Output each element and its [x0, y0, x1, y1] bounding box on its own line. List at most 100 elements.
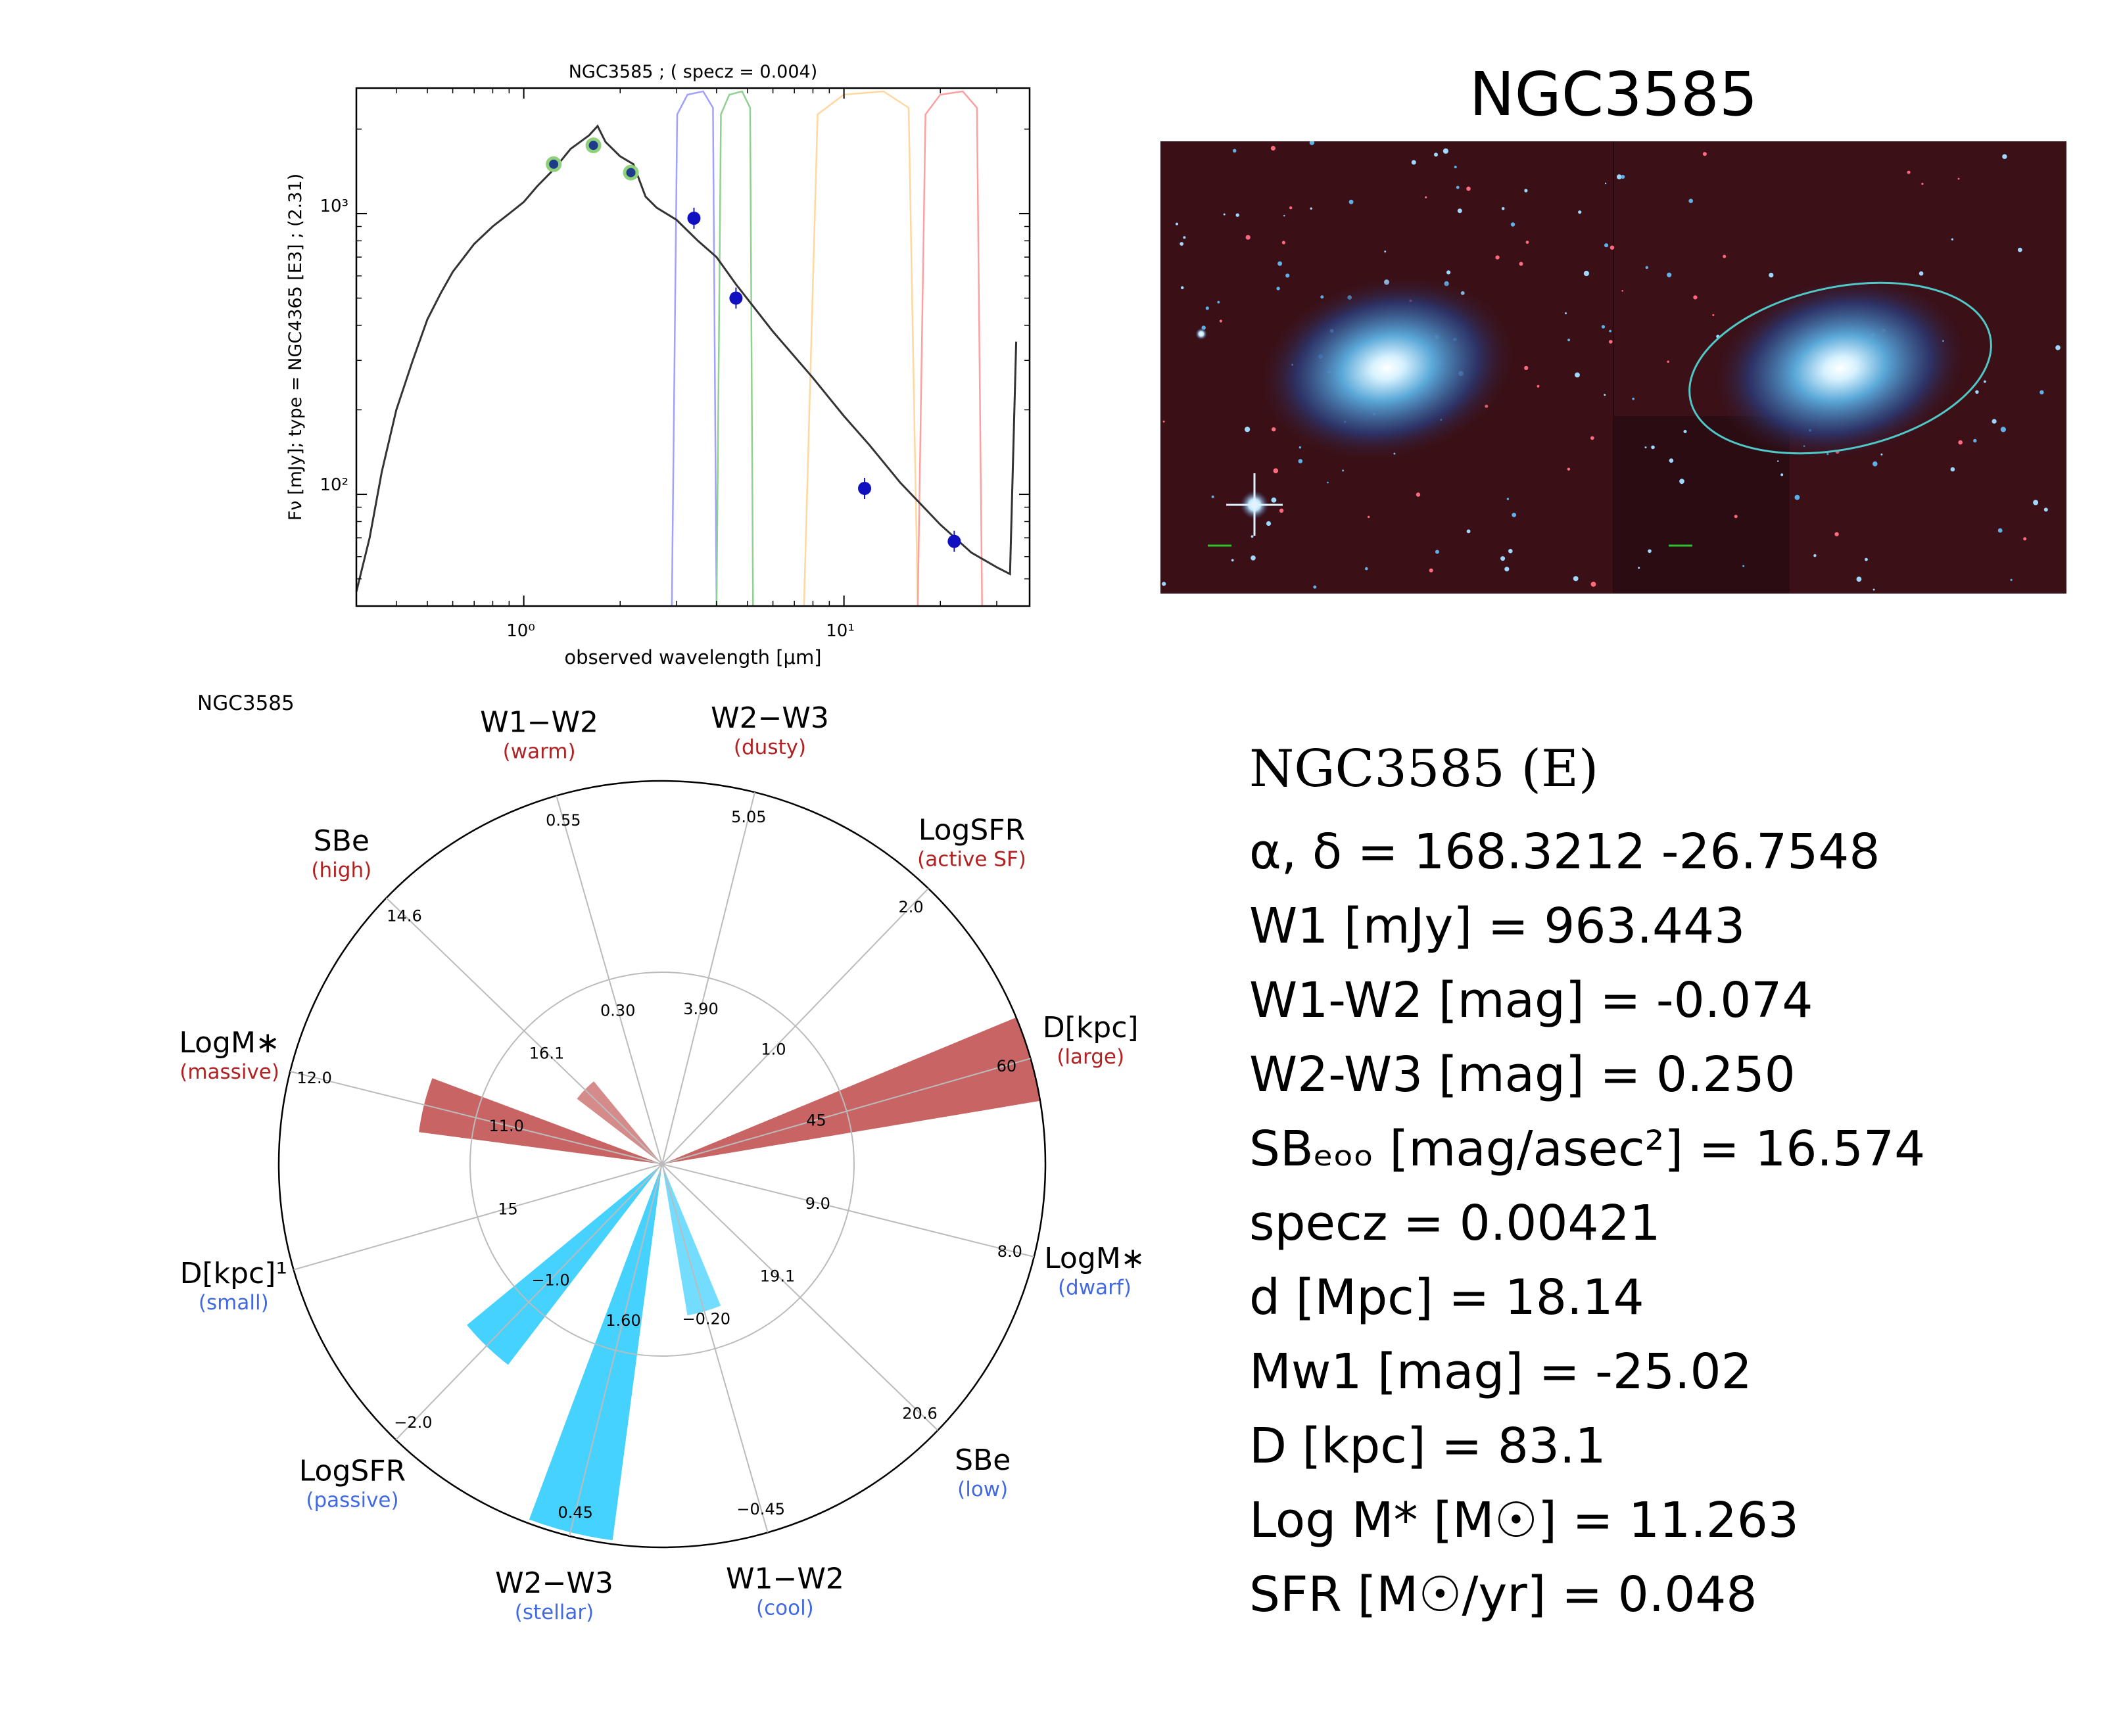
field-star [1632, 397, 1634, 400]
field-star [1621, 175, 1625, 179]
field-star [1162, 582, 1166, 586]
field-star [2017, 247, 2022, 252]
radar-axis-sub: (dusty) [734, 736, 806, 759]
galaxy-right [1710, 273, 1970, 463]
photometry-point [588, 141, 598, 151]
field-star [1495, 255, 1500, 260]
radar-bar-8 [529, 1164, 662, 1541]
field-star [1270, 145, 1276, 151]
field-star [1466, 186, 1471, 191]
galaxy-left [1257, 273, 1517, 463]
radar-label: NGC3585 [197, 692, 295, 715]
field-star [1289, 206, 1293, 210]
radar-axis-sub: (low) [957, 1478, 1008, 1501]
radar-bar-7 [662, 1164, 721, 1315]
field-star [2010, 578, 2013, 581]
photometry-point [858, 481, 872, 495]
info-mw1: Mw1 [mag] = -25.02 [1249, 1344, 1752, 1400]
radar-outer-value: 14.6 [387, 906, 421, 925]
field-star [1702, 152, 1707, 156]
field-star [1565, 312, 1567, 315]
field-star [1984, 380, 1986, 383]
radar-mid-value: 45 [806, 1112, 826, 1130]
radar-outer-value: 8.0 [997, 1242, 1022, 1261]
radar-mid-value: −1.0 [531, 1271, 569, 1290]
radar-axis-sub: (massive) [179, 1060, 279, 1084]
star-upper-left [1195, 328, 1207, 340]
field-star [1834, 532, 1839, 536]
field-star [1365, 567, 1368, 571]
photometry-points [546, 137, 961, 552]
field-star [1575, 372, 1580, 378]
galaxy-name: NGC3585 (E) [1249, 739, 1599, 799]
field-star [1644, 446, 1647, 449]
radar-axis-sub: (passive) [306, 1489, 398, 1513]
radar-axis-sub: (active SF) [917, 847, 1026, 871]
field-star [1769, 272, 1774, 278]
field-star [1813, 554, 1817, 557]
field-star [2023, 537, 2027, 541]
field-star [1411, 160, 1416, 165]
field-star [1604, 182, 1607, 185]
field-star [1780, 473, 1784, 477]
radar-axis-name: SBe [314, 824, 370, 858]
radar-mid-value: 19.1 [760, 1267, 795, 1286]
field-star [1416, 492, 1421, 497]
radar-mid-value: 1.60 [606, 1311, 640, 1330]
field-star [1309, 141, 1315, 145]
field-star [1907, 170, 1911, 174]
field-star [2040, 390, 2044, 394]
field-star [1712, 314, 1715, 316]
photometry-point [687, 211, 701, 225]
plot-frame [355, 87, 1031, 607]
radar-outer-value: −0.45 [736, 1500, 785, 1518]
radar-axis-name: W1−W2 [480, 705, 598, 739]
field-star [1508, 549, 1513, 553]
radar-spoke [661, 1163, 1034, 1257]
filter-curve-1 [671, 90, 718, 607]
field-star [1524, 189, 1528, 193]
field-star [1578, 210, 1582, 214]
field-star [2002, 154, 2007, 159]
field-star [1951, 238, 1953, 241]
info-w1-w2: W1-W2 [mag] = -0.074 [1249, 972, 1813, 1029]
radar-labels: 0.550.30W1−W2(warm)5.053.90W2−W3(dusty)2… [179, 701, 1145, 1624]
radar-outer-value: −2.0 [394, 1413, 432, 1432]
field-star [1525, 241, 1529, 244]
info-diameter: D [kpc] = 83.1 [1249, 1418, 1606, 1474]
photometry-point [947, 534, 961, 548]
field-star [1667, 272, 1672, 277]
field-star [1501, 207, 1505, 210]
field-star [1590, 436, 1594, 440]
field-star [1327, 481, 1329, 484]
radar-outer-value: 0.45 [558, 1503, 592, 1522]
radar-spoke [661, 792, 755, 1165]
radar-mid-value: 9.0 [805, 1194, 830, 1213]
xtick-label-1: 10⁰ [506, 621, 535, 641]
radar-bars [419, 1017, 1040, 1541]
radar-outer-circle [277, 780, 1047, 1549]
field-star [1856, 576, 1862, 582]
filter-curve-4 [917, 90, 983, 607]
field-star [1175, 222, 1179, 225]
field-star [1512, 513, 1517, 517]
field-star [1456, 185, 1460, 189]
radar-spoke [661, 1058, 1031, 1165]
field-star [1266, 521, 1272, 527]
field-star [1384, 250, 1387, 253]
field-star [1950, 467, 1955, 472]
field-star [1973, 438, 1977, 443]
field-star [1506, 498, 1510, 500]
field-star [1723, 254, 1727, 258]
field-star [1519, 262, 1523, 266]
field-star [1742, 565, 1745, 567]
field-star [1873, 461, 1878, 467]
field-star [1162, 420, 1165, 423]
info-w1: W1 [mJy] = 963.443 [1249, 898, 1746, 954]
field-star [1232, 149, 1237, 153]
radar-mid-value: −0.20 [682, 1310, 731, 1328]
field-star [1219, 319, 1222, 323]
field-star [1688, 199, 1693, 203]
field-star [2033, 500, 2039, 505]
radar-spoke [290, 1071, 663, 1165]
